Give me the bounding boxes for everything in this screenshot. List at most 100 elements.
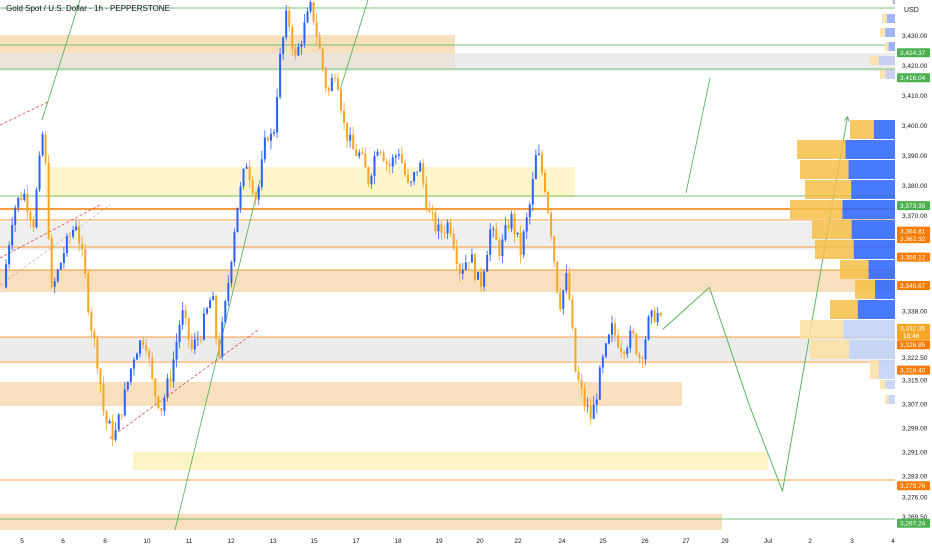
time-tick-label: 22	[514, 538, 522, 545]
candle-body	[547, 191, 550, 213]
candle-body	[358, 152, 361, 157]
candlesticks	[5, 0, 662, 447]
candle-body	[315, 21, 318, 37]
candle-body	[32, 219, 35, 228]
candle-body	[26, 193, 29, 212]
time-tick-label: 27	[682, 538, 690, 545]
candle-body	[391, 157, 394, 167]
volume-bar	[868, 260, 895, 279]
candle-body	[206, 308, 209, 314]
price-zone	[133, 452, 768, 470]
volume-bar	[893, 0, 895, 4]
volume-bar	[800, 320, 844, 339]
volume-bar	[805, 180, 852, 199]
candle-body	[5, 264, 8, 288]
candle-body	[641, 358, 644, 360]
candle-body	[507, 225, 510, 229]
volume-bar	[882, 14, 887, 23]
candle-body	[114, 430, 117, 440]
candle-body	[199, 338, 202, 340]
volume-bar	[873, 120, 895, 139]
volume-bar	[892, 0, 894, 4]
candle-body	[519, 232, 522, 255]
price-tick-label: 3,283.00	[902, 473, 928, 480]
price-tick-label: 3,410.00	[902, 93, 928, 100]
time-tick-label: 6	[61, 538, 65, 545]
candle-body	[239, 186, 242, 208]
price-tick-label: 3,315.00	[902, 378, 928, 385]
time-tick-label: 15	[310, 538, 318, 545]
candle-body	[559, 292, 562, 309]
volume-bar	[842, 200, 895, 219]
candle-body	[349, 134, 352, 141]
trend-lines	[0, 0, 711, 531]
candle-body	[629, 330, 632, 349]
price-axis[interactable]: 3,430.00 3,420.00 3,410.00 3,400.00 3,390.00…	[895, 0, 932, 550]
candle-body	[495, 228, 498, 241]
candle-body	[635, 333, 638, 355]
candle-body	[132, 359, 135, 369]
candle-body	[269, 133, 272, 141]
candle-body	[489, 229, 492, 255]
candle-body	[129, 368, 132, 382]
candle-body	[142, 340, 145, 346]
price-tick-label: 3,276.00	[902, 494, 928, 501]
candle-body	[464, 262, 467, 270]
candle-body	[443, 232, 446, 234]
candle-body	[376, 152, 379, 156]
candle-body	[14, 207, 17, 225]
candle-body	[263, 137, 266, 160]
candle-body	[346, 122, 349, 141]
candle-body	[379, 152, 382, 153]
time-tick-label: 3	[850, 538, 854, 545]
time-tick-label: 29	[721, 538, 729, 545]
candle-body	[382, 152, 385, 162]
candle-body	[562, 290, 565, 309]
candle-body	[400, 154, 403, 164]
time-axis[interactable]: 5 6 8 10 11 12 13 15 17 18 19 20 22 24 25 26 27 29 Jul 2 3 4	[0, 530, 932, 550]
price-tick-label: 3,400.00	[902, 123, 928, 130]
volume-bar	[855, 280, 875, 299]
candle-body	[151, 358, 154, 379]
candle-body	[312, 2, 315, 22]
price-tag: 3,373.35	[897, 201, 930, 211]
volume-bar	[843, 320, 895, 339]
candle-body	[242, 168, 245, 187]
candle-body	[288, 10, 291, 27]
candle-body	[510, 213, 513, 229]
price-zone	[45, 167, 575, 197]
projection-path	[662, 115, 850, 493]
time-tick-label: 26	[641, 538, 649, 545]
candle-body	[614, 323, 617, 336]
price-tick-label: 3,420.00	[902, 63, 928, 70]
candle-body	[29, 211, 32, 220]
candle-body	[583, 388, 586, 407]
price-tag: 3,318.40	[897, 365, 930, 375]
candle-body	[580, 380, 583, 389]
candle-body	[428, 208, 431, 212]
trend-line	[41, 0, 81, 121]
time-tick-label: Jul	[764, 538, 773, 545]
candle-body	[202, 313, 205, 340]
price-tag-label: 3,416.04	[900, 75, 926, 82]
candle-body	[303, 22, 306, 44]
candle-body	[537, 153, 540, 155]
candle-body	[397, 154, 400, 156]
candle-body	[87, 273, 90, 312]
candle-body	[221, 322, 224, 357]
time-tick-label: 13	[269, 538, 277, 545]
volume-bar	[870, 360, 879, 379]
volume-bar	[810, 340, 850, 359]
candle-body	[550, 212, 553, 237]
candle-body	[422, 163, 425, 184]
volume-bar	[830, 300, 858, 319]
time-axis-background	[0, 530, 932, 550]
candle-body	[434, 212, 437, 232]
candle-body	[333, 77, 336, 79]
volume-bar	[885, 395, 889, 404]
candle-body	[65, 235, 68, 254]
candle-body	[647, 316, 650, 340]
candle-body	[607, 334, 610, 344]
candle-body	[20, 197, 23, 200]
